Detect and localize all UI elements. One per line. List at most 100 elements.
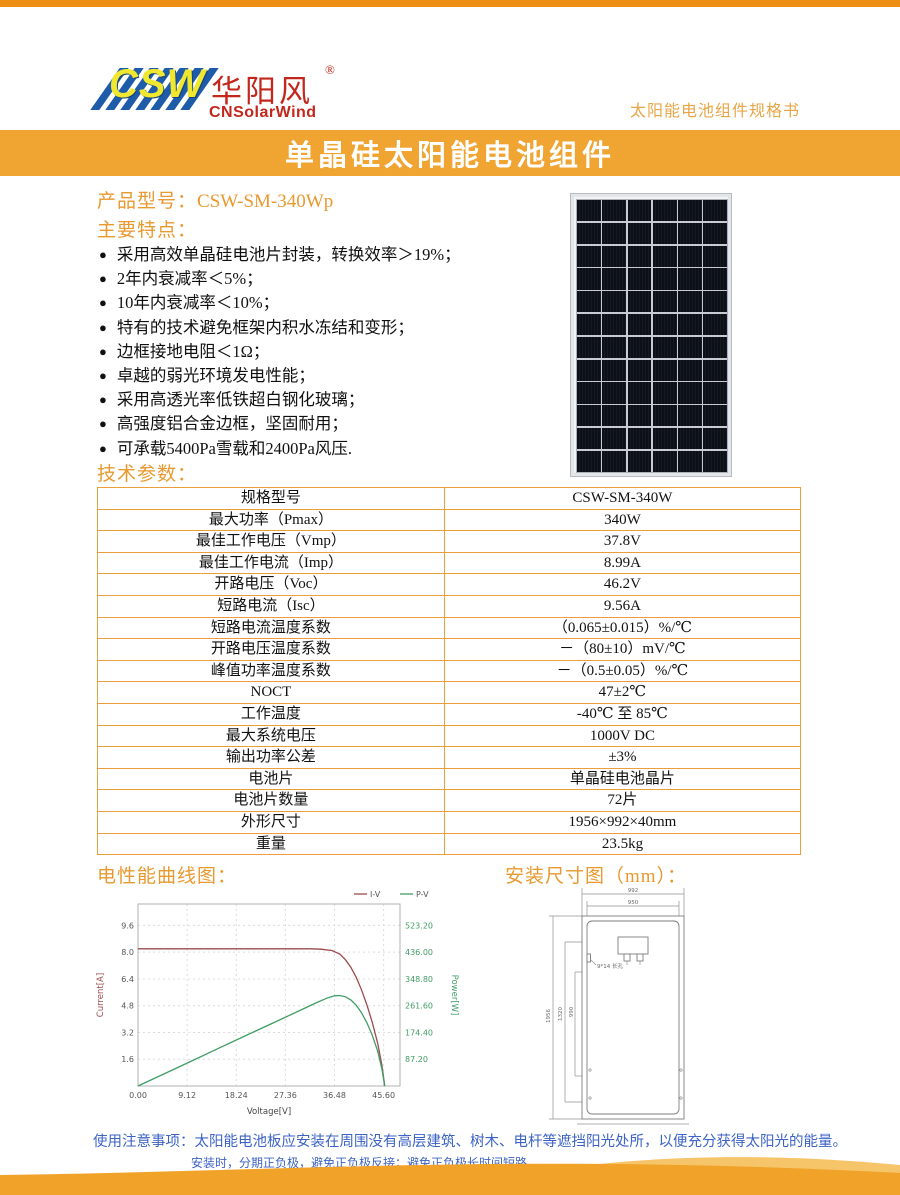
top-orange-strip (0, 0, 900, 7)
spec-row: 输出功率公差 ±3% (97, 746, 802, 769)
install-heading: 安装尺寸图（mm）： (505, 866, 688, 887)
spec-value: 1956×992×40mm (443, 810, 802, 834)
bullet-icon: ● (99, 247, 107, 262)
spec-label: 开路电压（Voc） (97, 573, 445, 596)
spec-row: 外形尺寸 1956×992×40mm (97, 810, 802, 834)
spec-value: -40℃ 至 85℃ (443, 702, 802, 726)
bullet-icon: ● (99, 295, 107, 311)
spec-row: 电池片 单晶硅电池晶片 (97, 767, 802, 791)
specs-table: 规格型号 CSW-SM-340W 最大功率（Pmax） 340W 最佳工作电压（Vmp）… (97, 487, 802, 856)
bullet-icon: ● (99, 440, 107, 456)
feature-item: ● 卓越的弱光环境发电性能； (99, 366, 315, 386)
svg-text:4.8: 4.8 (121, 1002, 134, 1011)
spec-label: 短路电流温度系数 (97, 616, 445, 640)
company-logo: CSW 华阳风 ® CNSolarWind (90, 60, 373, 126)
spec-label: 开路电压温度系数 (97, 638, 445, 661)
spec-value: 72片 (443, 789, 802, 812)
spec-label: 规格型号 (97, 487, 445, 510)
spec-value: 47±2℃ (443, 681, 802, 704)
svg-text:9.12: 9.12 (178, 1091, 196, 1100)
dim-height-outer: 1956 (546, 1009, 552, 1023)
bullet-icon: ● (99, 368, 107, 384)
iv-pv-chart: 0.00 9.12 18.24 27.36 36.48 45.60 1.6 87.20 3.2 1… (92, 886, 462, 1131)
spec-value: 9.56A (443, 594, 802, 618)
spec-value: 23.5kg (443, 832, 802, 856)
spec-label: 重量 (97, 832, 445, 856)
spec-row: 最佳工作电压（Vmp） 37.8V (97, 530, 802, 553)
spec-label: 最大功率（Pmax） (97, 508, 445, 532)
spec-label: 最佳工作电压（Vmp） (97, 530, 445, 553)
spec-value: －（0.5±0.05）%/℃ (443, 659, 802, 683)
bullet-icon: ● (99, 392, 107, 408)
svg-text:Current[A]: Current[A] (96, 973, 106, 1017)
svg-text:I-V: I-V (370, 890, 381, 899)
bullet-icon: ● (99, 319, 107, 335)
svg-text:45.60: 45.60 (372, 1091, 395, 1100)
svg-text:0.00: 0.00 (129, 1091, 147, 1100)
bullet-icon: ● (99, 416, 107, 432)
svg-text:27.36: 27.36 (274, 1091, 297, 1100)
spec-label: 输出功率公差 (97, 746, 445, 769)
spec-value: －（80±10）mV/℃ (443, 638, 802, 661)
dim-height-inner: 990 (569, 1006, 575, 1017)
feature-item: ● 2年内衰减率＜5%； (99, 269, 263, 289)
svg-text:8.0: 8.0 (121, 948, 134, 957)
spec-label: 最佳工作电流（Imp） (97, 551, 445, 575)
brand-name-en: CNSolarWind (209, 104, 317, 121)
feature-item: ● 高强度铝合金边框，坚固耐用； (99, 414, 348, 434)
install-diagram: 992 950 1956 1320 990 (546, 888, 689, 1125)
svg-text:523.20: 523.20 (405, 921, 433, 930)
spec-value: 46.2V (443, 573, 802, 596)
solar-cell-grid (576, 199, 728, 473)
feature-item: ● 采用高效单晶硅电池片封装，转换效率＞19%； (99, 245, 461, 264)
curves-heading: 电性能曲线图： (97, 866, 238, 887)
feature-item: ● 特有的技术避免框架内积水冻结和变形； (99, 317, 414, 337)
junction-box (617, 936, 649, 965)
svg-text:1.6: 1.6 (121, 1055, 134, 1064)
feature-item: ● 边框接地电阻＜1Ω； (99, 341, 270, 361)
spec-row: 短路电流温度系数 （0.065±0.015）%/℃ (97, 616, 802, 640)
spec-value: 340W (443, 508, 802, 532)
svg-text:348.80: 348.80 (405, 975, 433, 984)
spec-value: ±3% (443, 746, 802, 769)
bottom-wave-decoration (0, 1157, 900, 1195)
feature-item: ● 采用高透光率低铁超白钢化玻璃； (99, 390, 365, 410)
spec-label: 峰值功率温度系数 (97, 659, 445, 683)
bullet-icon: ● (99, 271, 107, 287)
spec-label: 电池片 (97, 767, 445, 791)
spec-label: 工作温度 (97, 702, 445, 726)
solar-panel-image (570, 193, 732, 477)
svg-text:87.20: 87.20 (405, 1055, 428, 1064)
notice-line1: 太阳能电池板应安装在周围没有高层建筑、树木、电杆等遮挡阳光处所，以便充分获得太阳… (194, 1134, 848, 1150)
brand-name-cn: 华阳风 (211, 74, 313, 109)
dim-width-outer: 992 (628, 888, 639, 894)
product-model-label: 产品型号： (97, 191, 198, 212)
notice-label: 使用注意事项： (93, 1134, 195, 1150)
spec-value: 单晶硅电池晶片 (443, 767, 802, 791)
svg-text:P-V: P-V (416, 890, 429, 899)
product-model-value: CSW-SM-340Wp (197, 191, 334, 212)
feature-list: ● 采用高效单晶硅电池片封装，转换效率＞19%； ● 2年内衰减率＜5%； ● 10年内衰… (99, 243, 559, 461)
svg-text:9.6: 9.6 (121, 921, 134, 930)
spec-value: 1000V DC (443, 724, 802, 748)
spec-row: 最大系统电压 1000V DC (97, 724, 802, 748)
spec-row: 规格型号 CSW-SM-340W (97, 487, 802, 510)
title-banner: 单晶硅太阳能电池组件 (0, 130, 900, 176)
spec-row: NOCT 47±2℃ (97, 681, 802, 704)
logo-acronym: CSW (109, 62, 206, 106)
spec-row: 工作温度 -40℃ 至 85℃ (97, 702, 802, 726)
mounting-hole-label: 9*14 长孔 (597, 962, 623, 970)
doc-type-label: 太阳能电池组件规格书 (629, 103, 800, 120)
spec-row: 短路电流（Isc） 9.56A (97, 594, 802, 618)
svg-text:6.4: 6.4 (121, 975, 134, 984)
features-heading: 主要特点： (97, 220, 198, 241)
spec-row: 最佳工作电流（Imp） 8.99A (97, 551, 802, 575)
spec-label: 短路电流（Isc） (97, 594, 445, 618)
spec-row: 峰值功率温度系数 －（0.5±0.05）%/℃ (97, 659, 802, 683)
svg-text:436.00: 436.00 (405, 948, 433, 957)
page-title: 单晶硅太阳能电池组件 (284, 140, 615, 172)
spec-row: 开路电压（Voc） 46.2V (97, 573, 802, 596)
spec-label: 最大系统电压 (97, 724, 445, 748)
product-model-line: 产品型号：CSW-SM-340Wp (97, 186, 333, 213)
